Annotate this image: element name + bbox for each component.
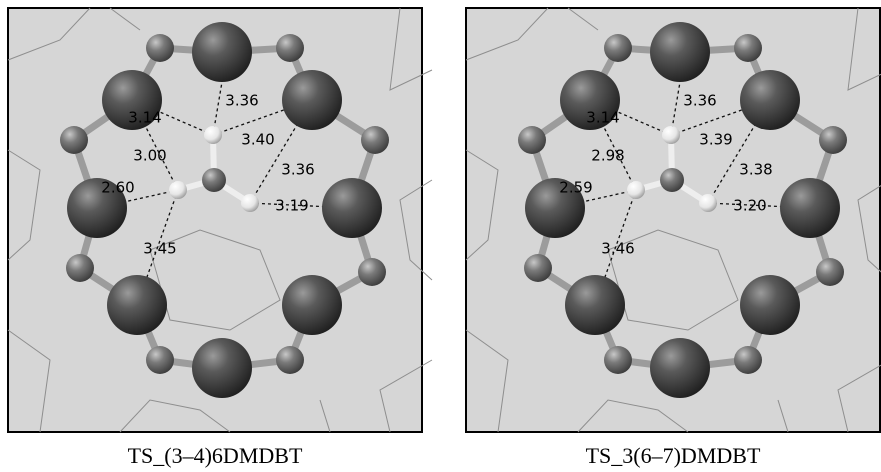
hydrogen-atom	[699, 194, 717, 212]
oxygen-atom	[282, 275, 342, 335]
distance-label: 3.14	[128, 109, 161, 127]
silicon-atom	[60, 126, 88, 154]
hydrogen-atom	[241, 194, 259, 212]
silicon-atom	[816, 258, 844, 286]
distance-label: 3.19	[275, 197, 308, 215]
oxygen-atom	[322, 178, 382, 238]
oxygen-atom	[650, 338, 710, 398]
hydrogen-atom	[169, 181, 187, 199]
silicon-atom	[518, 126, 546, 154]
distance-label: 3.36	[281, 161, 314, 179]
distance-label: 2.59	[559, 179, 592, 197]
panel: 3.14 3.36 3.39 2.98 3.38 2.59 3.20 3.46 TS_3(6–7…	[466, 8, 881, 468]
panel: 3.14 3.36 3.40 3.00 3.36 2.60 3.19 3.45 TS_(3–4)…	[8, 8, 432, 468]
carbon-atom	[202, 168, 226, 192]
figure: 3.14 3.36 3.40 3.00 3.36 2.60 3.19 3.45 TS_(3–4)…	[0, 0, 881, 472]
distance-label: 3.39	[699, 131, 732, 149]
oxygen-atom	[740, 70, 800, 130]
panel-caption: TS_3(6–7)DMDBT	[586, 443, 761, 468]
oxygen-atom	[192, 338, 252, 398]
silicon-atom	[734, 346, 762, 374]
distance-label: 3.14	[586, 109, 619, 127]
silicon-atom	[604, 346, 632, 374]
silicon-atom	[146, 346, 174, 374]
distance-label: 2.98	[591, 147, 624, 165]
silicon-atom	[524, 254, 552, 282]
carbon-atom	[660, 168, 684, 192]
oxygen-atom	[650, 22, 710, 82]
hydrogen-atom	[627, 181, 645, 199]
oxygen-atom	[780, 178, 840, 238]
oxygen-atom	[565, 275, 625, 335]
silicon-atom	[66, 254, 94, 282]
silicon-atom	[276, 346, 304, 374]
silicon-atom	[361, 126, 389, 154]
silicon-atom	[276, 34, 304, 62]
distance-label: 3.00	[133, 147, 166, 165]
distance-label: 3.45	[143, 240, 176, 258]
oxygen-atom	[282, 70, 342, 130]
distance-label: 2.60	[101, 179, 134, 197]
oxygen-atom	[740, 275, 800, 335]
hydrogen-atom	[662, 126, 680, 144]
distance-label: 3.40	[241, 131, 274, 149]
silicon-atom	[604, 34, 632, 62]
distance-label: 3.36	[683, 92, 716, 110]
oxygen-atom	[192, 22, 252, 82]
distance-label: 3.38	[739, 161, 772, 179]
distance-label: 3.20	[733, 197, 766, 215]
distance-label: 3.46	[601, 240, 634, 258]
hydrogen-atom	[204, 126, 222, 144]
oxygen-atom	[107, 275, 167, 335]
silicon-atom	[146, 34, 174, 62]
panel-caption: TS_(3–4)6DMDBT	[128, 443, 303, 468]
distance-label: 3.36	[225, 92, 258, 110]
silicon-atom	[819, 126, 847, 154]
silicon-atom	[734, 34, 762, 62]
silicon-atom	[358, 258, 386, 286]
